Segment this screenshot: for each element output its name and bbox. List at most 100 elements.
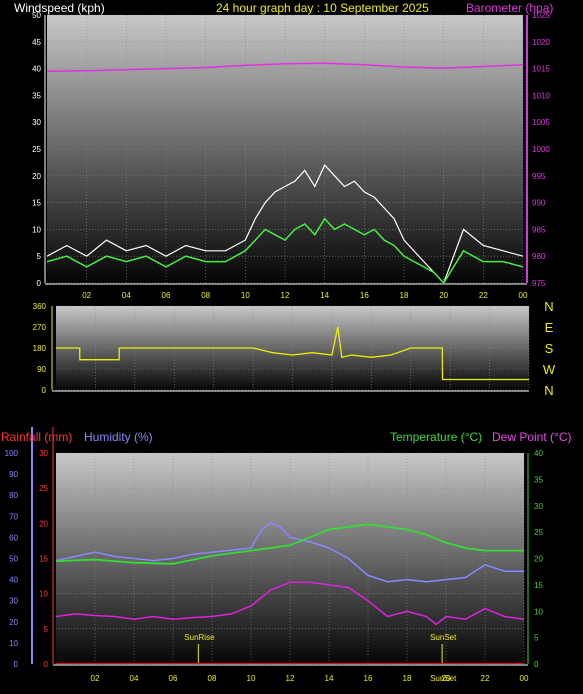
humidity-tick-label: 70 [9,512,18,521]
x-tick-label: 06 [162,291,171,300]
dir-y-tick-label: 270 [33,323,47,332]
bottom-x-tick-label: 10 [247,674,256,683]
humidity-tick-label: 40 [9,576,18,585]
humidity-tick-label: 80 [9,491,18,500]
windspeed-axis-title: Windspeed (kph) [14,1,105,15]
y2-tick-label: 975 [532,279,546,288]
x-tick-label: 22 [479,291,488,300]
bottom-x-tick-label: 08 [208,674,217,683]
x-tick-label: 08 [201,291,210,300]
sunrise-label: SunRise [184,633,215,642]
rainfall-axis-title: Rainfall (mm) [1,430,72,444]
bottom-x-tick-label: 16 [364,674,373,683]
temp-tick-label: 25 [534,528,543,537]
rain-tick-label: 25 [39,484,48,493]
rain-tick-label: 10 [39,590,48,599]
temp-tick-label: 40 [534,449,543,458]
wind-avg-line [47,217,523,283]
humidity-tick-label: 20 [9,618,18,627]
dewpoint-line [56,581,524,626]
temp-tick-label: 10 [534,607,543,616]
x-tick-label: 02 [82,291,91,300]
bottom-x-tick-label: 00 [520,674,529,683]
compass-label: N [544,299,553,314]
barometer-line [47,62,523,73]
compass-label: S [545,341,554,356]
bottom-x-tick-label: 22 [481,674,490,683]
x-tick-label: 16 [360,291,369,300]
rain-tick-label: 30 [39,449,48,458]
temp-tick-label: 0 [534,660,539,669]
y-tick-label: 50 [32,11,41,20]
y2-tick-label: 1025 [532,11,550,20]
temp-tick-label: 35 [534,475,543,484]
y-tick-label: 10 [32,225,41,234]
compass-label: N [544,383,553,398]
compass-label: W [543,362,556,377]
sunset-bottom-label: SunSet [430,674,457,683]
dir-y-tick-label: 360 [33,302,47,311]
humidity-tick-label: 30 [9,597,18,606]
y-tick-label: 25 [32,145,41,154]
humidity-tick-label: 90 [9,470,18,479]
y-tick-label: 15 [32,199,41,208]
y2-tick-label: 985 [532,225,546,234]
rain-tick-label: 20 [39,519,48,528]
y-tick-label: 30 [32,118,41,127]
y2-tick-label: 1005 [532,118,550,127]
x-tick-label: 20 [439,291,448,300]
x-tick-label: 14 [320,291,329,300]
x-tick-label: 12 [281,291,290,300]
rain-tick-label: 0 [44,660,49,669]
humidity-tick-label: 60 [9,533,18,542]
humidity-line [56,521,524,583]
bottom-x-tick-label: 12 [286,674,295,683]
y-tick-label: 5 [37,252,42,261]
temperature-axis-title: Temperature (°C) [390,430,482,444]
x-tick-label: 18 [400,291,409,300]
y-tick-label: 35 [32,91,41,100]
dir-y-tick-label: 90 [37,365,46,374]
dir-y-tick-label: 0 [42,386,47,395]
bottom-x-tick-label: 20 [442,674,451,683]
bottom-x-tick-label: 06 [169,674,178,683]
temperature-line [56,523,524,565]
sunset-label: SunSet [430,633,457,642]
y2-tick-label: 1000 [532,145,550,154]
y-tick-label: 0 [37,279,42,288]
temp-tick-label: 15 [534,581,543,590]
x-tick-label: 00 [519,291,528,300]
temp-tick-label: 20 [534,555,543,564]
y2-tick-label: 1015 [532,65,550,74]
bottom-x-tick-label: 18 [403,674,412,683]
bottom-x-tick-label: 04 [130,674,139,683]
chart-title: 24 hour graph day : 10 September 2025 [216,1,429,15]
humidity-tick-label: 10 [9,639,18,648]
humidity-tick-label: 0 [14,660,19,669]
temp-tick-label: 5 [534,634,539,643]
y-tick-label: 45 [32,38,41,47]
barometer-axis-title: Barometer (hpa) [466,1,553,15]
y2-tick-label: 980 [532,252,546,261]
wind-direction-line [56,326,529,381]
dir-y-tick-label: 180 [33,344,47,353]
humidity-axis-title: Humidity (%) [84,430,153,444]
y2-tick-label: 1020 [532,38,550,47]
rain-tick-label: 5 [44,625,49,634]
humidity-tick-label: 50 [9,555,18,564]
bottom-x-tick-label: 14 [325,674,334,683]
humidity-tick-label: 100 [5,449,19,458]
y-tick-label: 20 [32,172,41,181]
y2-tick-label: 990 [532,199,546,208]
y-tick-label: 40 [32,65,41,74]
y2-tick-label: 1010 [532,91,550,100]
dewpoint-axis-title: Dew Point (°C) [492,430,571,444]
bottom-x-tick-label: 02 [91,674,100,683]
temp-tick-label: 30 [534,502,543,511]
x-tick-label: 10 [241,291,250,300]
rain-tick-label: 15 [39,555,48,564]
compass-label: E [545,320,554,335]
y2-tick-label: 995 [532,172,546,181]
x-tick-label: 04 [122,291,131,300]
